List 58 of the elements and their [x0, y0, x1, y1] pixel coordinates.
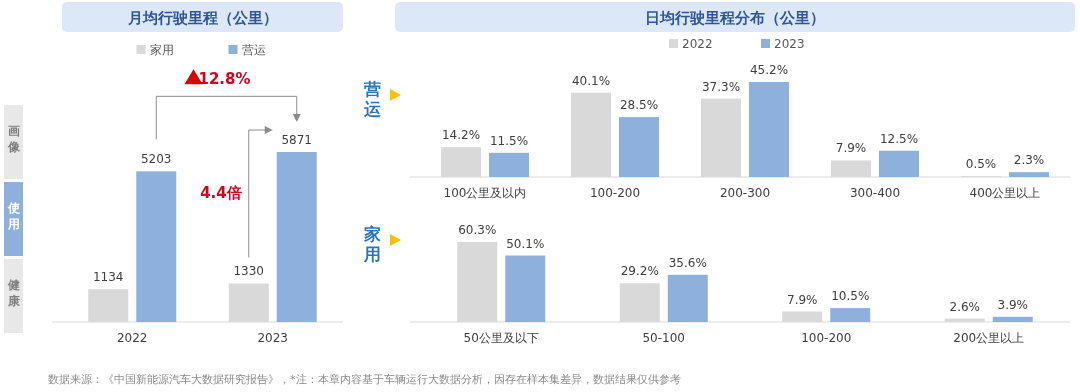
text: 健康: [6, 278, 21, 308]
text: 使用: [6, 201, 20, 231]
data-label: 12.5%: [879, 131, 919, 146]
data-label: 37.3%: [701, 79, 741, 94]
data-label: 40.1%: [571, 73, 611, 88]
bar: [992, 316, 1033, 322]
x-tick-label: 300-400: [849, 186, 901, 200]
x-tick-label: 50公里及以下: [463, 331, 539, 345]
x-tick-label: 50-100: [642, 331, 686, 345]
chart-title: 月均行驶里程（公里）: [126, 9, 278, 27]
y-axis-title: 营运: [362, 79, 381, 119]
data-label: 2.6%: [949, 299, 980, 314]
y-axis-title: 家用: [362, 224, 381, 264]
x-tick-label: 2023: [257, 331, 289, 345]
data-label: 45.2%: [749, 63, 789, 77]
x-tick-label: 200公里以上: [953, 331, 1025, 345]
bar: [1009, 172, 1049, 177]
data-label: 11.5%: [489, 133, 529, 148]
bar: [619, 117, 659, 177]
data-label: 1134: [92, 270, 124, 285]
chart-title: 日均行驶里程分布（公里）: [645, 9, 825, 27]
data-label: 29.2%: [620, 264, 659, 279]
data-label: 50.1%: [506, 236, 545, 251]
data-label: 1330: [233, 264, 265, 279]
bar: [667, 274, 708, 322]
data-label: 0.5%: [965, 156, 997, 171]
data-label: 2.3%: [1013, 153, 1045, 168]
data-label: 14.2%: [441, 128, 481, 143]
bar: [505, 255, 546, 322]
data-label: 5871: [281, 133, 313, 147]
x-tick-label: 100公里及以内: [443, 186, 527, 200]
legend-label: 2023: [774, 37, 805, 51]
x-tick-label: 400公里以上: [969, 186, 1041, 200]
bar: [489, 152, 529, 177]
data-label: 28.5%: [619, 98, 659, 113]
legend-label: 家用: [149, 43, 174, 57]
text: 画像: [6, 124, 21, 154]
data-label: 7.9%: [787, 292, 818, 307]
x-tick-label: 200-300: [719, 186, 771, 200]
x-tick-label: 2022: [116, 331, 148, 345]
data-label: 5203: [140, 152, 172, 167]
bar: [749, 82, 789, 177]
legend-label: 2022: [682, 37, 713, 51]
x-tick-label: 100-200: [801, 331, 852, 345]
text: 12.8%: [198, 70, 251, 89]
bar: [276, 152, 317, 322]
x-tick-label: 100-200: [589, 186, 641, 200]
bar: [136, 171, 177, 322]
data-label: 60.3%: [458, 223, 497, 237]
data-label: 3.9%: [997, 297, 1028, 312]
annotation: 4.4倍: [200, 183, 242, 202]
data-label: 7.9%: [835, 141, 867, 156]
bar: [830, 308, 871, 322]
data-label: 10.5%: [831, 289, 870, 304]
legend-label: 营运: [241, 43, 266, 57]
bar: [879, 150, 919, 177]
source-note: 数据来源：《中国新能源汽车大数据研究报告》，*注：本章内容基于车辆运行大数据分析，因存在样本集差异，数据结果仅供参考: [48, 373, 681, 386]
data-label: 35.6%: [668, 255, 707, 270]
